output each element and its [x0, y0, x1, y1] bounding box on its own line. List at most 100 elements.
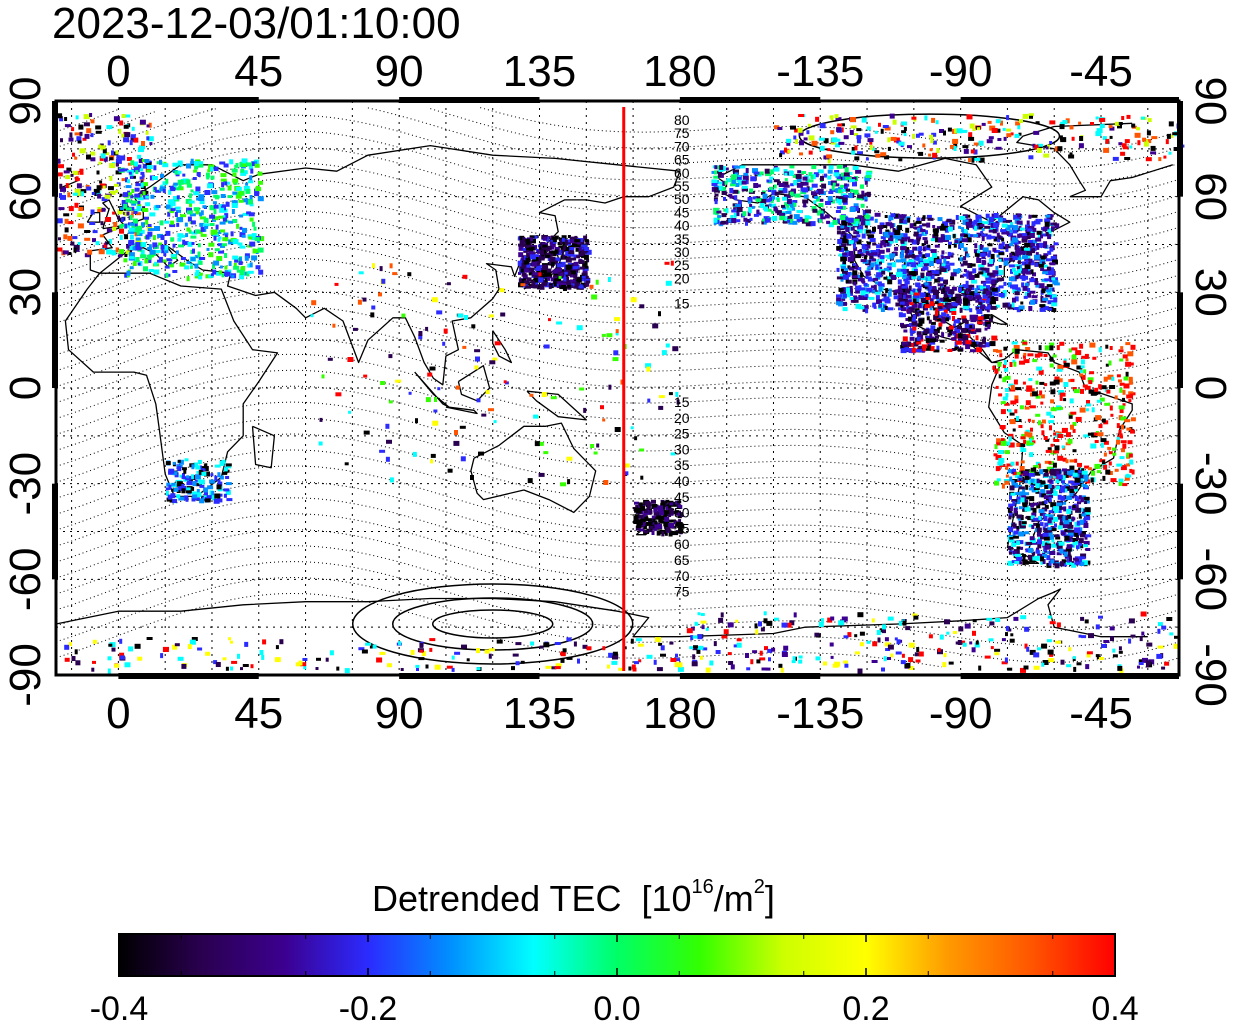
- tec-pixel: [1017, 268, 1022, 274]
- tec-pixel: [1003, 346, 1008, 351]
- tec-pixel: [1079, 407, 1086, 413]
- tec-pixel: [1038, 501, 1045, 505]
- tec-pixel: [70, 173, 74, 177]
- tec-pixel: [1032, 239, 1038, 244]
- tec-pixel: [749, 217, 753, 221]
- tec-pixel: [1045, 146, 1049, 150]
- tec-pixel: [714, 165, 718, 170]
- tec-pixel: [807, 123, 811, 127]
- tec-pixel: [811, 140, 818, 146]
- tec-pixel: [911, 255, 916, 259]
- tec-pixel: [1053, 379, 1060, 385]
- tec-pixel: [881, 304, 887, 310]
- tec-pixel: [1072, 505, 1076, 508]
- tec-pixel: [1020, 667, 1026, 673]
- tec-pixel: [84, 253, 90, 258]
- tec-pixel: [147, 136, 154, 142]
- tec-pixel: [225, 666, 229, 671]
- tec-pixel: [882, 125, 889, 128]
- tec-pixel: [1096, 391, 1101, 395]
- tec-pixel: [519, 240, 524, 245]
- tec-pixel: [582, 644, 588, 649]
- tec-pixel: [669, 507, 673, 513]
- tec-pixel: [987, 243, 993, 247]
- tec-pixel: [996, 440, 1001, 446]
- tec-pixel: [899, 313, 906, 318]
- tec-pixel: [867, 266, 872, 270]
- tec-pixel: [980, 344, 986, 348]
- tec-pixel: [634, 661, 639, 665]
- tec-pixel: [1084, 496, 1090, 501]
- tec-pixel: [122, 192, 128, 198]
- tec-pixel: [572, 266, 579, 270]
- tec-pixel: [218, 250, 225, 254]
- tec-pixel: [138, 229, 145, 234]
- tec-pixel: [718, 181, 723, 185]
- tec-pixel: [153, 269, 160, 275]
- tec-pixel: [1043, 243, 1047, 249]
- tec-pixel: [581, 282, 586, 288]
- tec-pixel: [1049, 345, 1054, 351]
- tec-pixel: [511, 666, 515, 671]
- tec-pixel: [204, 498, 211, 503]
- tec-pixel: [1016, 541, 1021, 546]
- tec-pixel: [942, 221, 949, 227]
- tec-pixel: [1000, 401, 1006, 405]
- tec-pixel: [830, 655, 834, 659]
- tec-pixel: [165, 178, 169, 184]
- tec-pixel: [1085, 408, 1089, 412]
- tec-pixel: [898, 158, 903, 162]
- tec-pixel: [1046, 555, 1051, 561]
- tec-pixel: [998, 278, 1005, 282]
- tec-pixel: [80, 189, 87, 194]
- tec-pixel: [1038, 509, 1045, 514]
- tec-pixel: [538, 256, 545, 261]
- tec-pixel: [1049, 652, 1054, 657]
- tec-pixel: [966, 270, 970, 276]
- tec-pixel: [193, 191, 200, 196]
- tec-pixel: [1006, 133, 1012, 138]
- tec-pixel: [232, 172, 237, 177]
- tec-pixel: [145, 195, 150, 199]
- tec-pixel: [1043, 253, 1049, 257]
- tec-pixel: [568, 251, 575, 255]
- tec-pixel: [657, 507, 664, 513]
- tec-pixel: [121, 178, 128, 182]
- tec-pixel: [1022, 556, 1026, 561]
- tec-pixel: [957, 348, 963, 352]
- tec-pixel: [877, 637, 881, 643]
- tec-pixel: [254, 163, 260, 168]
- tec-pixel: [223, 493, 227, 498]
- tec-pixel: [1059, 548, 1064, 554]
- tec-pixel: [820, 213, 824, 219]
- tec-pixel: [1061, 485, 1066, 489]
- tec-pixel: [907, 145, 912, 149]
- tec-pixel: [135, 183, 142, 187]
- tec-pixel: [554, 666, 561, 670]
- tec-pixel: [903, 133, 907, 137]
- tec-pixel: [186, 183, 192, 188]
- tec-pixel: [1044, 504, 1049, 509]
- tec-pixel: [998, 252, 1005, 256]
- tec-pixel: [254, 237, 260, 242]
- tec-pixel: [184, 487, 191, 491]
- tec-pixel: [79, 168, 84, 174]
- tec-pixel: [883, 276, 888, 280]
- tec-pixel: [764, 217, 771, 223]
- tec-pixel: [1094, 387, 1099, 392]
- tec-pixel: [214, 475, 218, 481]
- tec-pixel: [231, 200, 238, 206]
- tec-pixel: [533, 284, 539, 289]
- tec-pixel: [220, 194, 226, 198]
- tec-pixel: [538, 277, 544, 283]
- tec-pixel: [944, 292, 947, 298]
- tec-pixel: [176, 481, 183, 487]
- tec-pixel: [1016, 546, 1021, 550]
- tec-pixel: [1106, 389, 1111, 394]
- tec-pixel: [1041, 489, 1046, 494]
- tec-pixel: [1071, 136, 1075, 141]
- tec-pixel: [75, 660, 81, 666]
- tec-pixel: [525, 257, 529, 261]
- tec-pixel: [185, 496, 189, 502]
- tec-pixel: [213, 209, 217, 215]
